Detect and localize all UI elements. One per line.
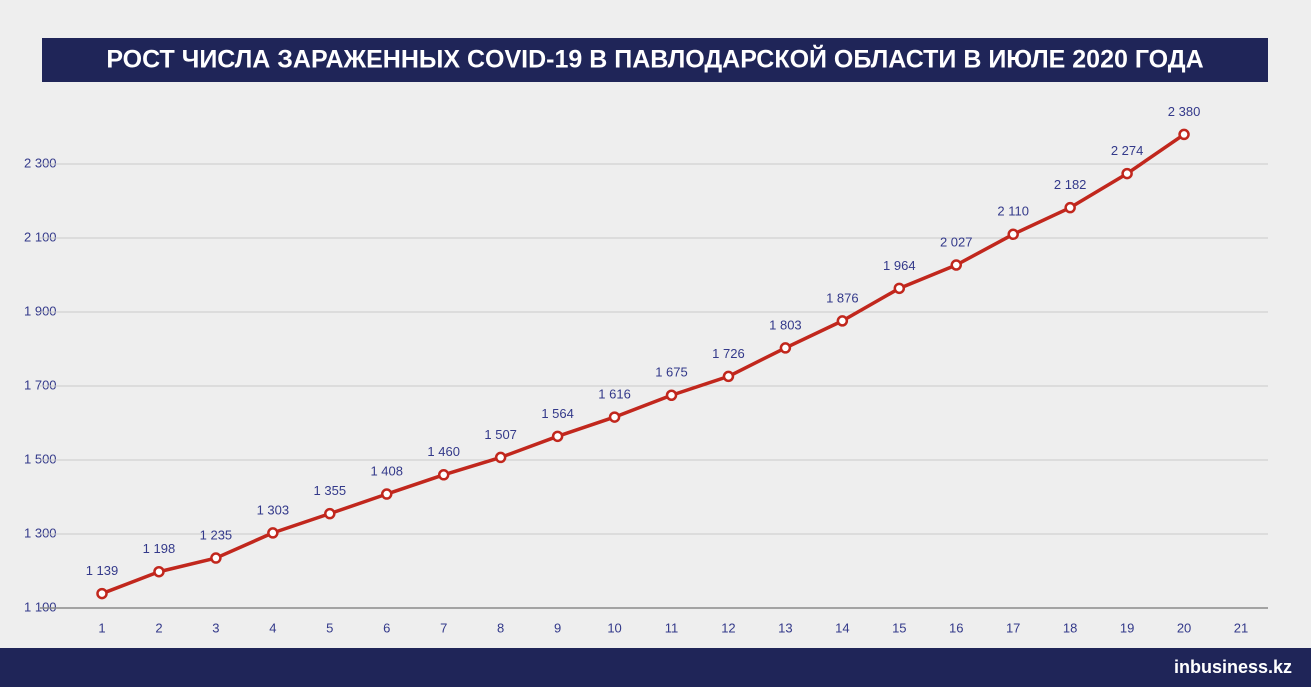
marker — [665, 389, 678, 401]
value-label: 2 182 — [1054, 177, 1087, 192]
marker — [1064, 201, 1076, 214]
marker — [551, 430, 564, 443]
x-tick-label: 7 — [440, 620, 447, 635]
marker — [494, 451, 507, 464]
marker — [779, 342, 792, 354]
x-tick-label: 19 — [1120, 620, 1134, 635]
line — [101, 132, 1186, 596]
x-tick-label: 2 — [155, 620, 162, 635]
x-tick-label: 8 — [497, 620, 504, 635]
value-label: 2 274 — [1111, 143, 1144, 158]
x-tick-label: 6 — [383, 620, 390, 635]
y-tick-label: 1 900 — [24, 303, 57, 318]
marker — [381, 488, 393, 500]
value-label: 1 964 — [883, 258, 916, 273]
x-tick-label: 5 — [326, 620, 333, 635]
marker — [950, 259, 962, 271]
x-tick-label: 14 — [835, 620, 849, 635]
footer-bar — [0, 648, 1311, 687]
value-label: 1 876 — [826, 290, 859, 305]
value-label: 1 198 — [143, 541, 176, 556]
marker — [1178, 128, 1190, 141]
x-tick-label: 21 — [1234, 620, 1248, 635]
x-tick-label: 17 — [1006, 620, 1020, 635]
value-label: 1 408 — [370, 463, 403, 478]
marker — [267, 527, 279, 539]
marker — [324, 507, 336, 520]
value-label: 2 380 — [1168, 104, 1201, 119]
x-tick-label: 18 — [1063, 620, 1077, 635]
marker — [1121, 167, 1133, 180]
chart-title: РОСТ ЧИСЛА ЗАРАЖЕННЫХ COVID-19 В ПАВЛОДА… — [106, 44, 1203, 74]
x-tick-label: 10 — [607, 620, 621, 635]
y-tick-label: 1 300 — [24, 525, 57, 540]
marker — [437, 469, 450, 481]
x-tick-label: 3 — [212, 620, 219, 635]
value-label: 1 726 — [712, 346, 745, 361]
y-tick-label: 1 100 — [24, 599, 57, 614]
x-tick-label: 13 — [778, 620, 792, 635]
x-tick-label: 16 — [949, 620, 963, 635]
marker — [1007, 228, 1019, 241]
marker — [153, 565, 165, 578]
marker — [608, 411, 621, 423]
marker — [836, 315, 849, 327]
value-label: 1 675 — [655, 365, 688, 380]
x-tick-label: 1 — [98, 620, 105, 635]
value-label: 1 460 — [427, 444, 460, 459]
x-tick-label: 12 — [721, 620, 735, 635]
y-tick-label: 1 500 — [24, 451, 57, 466]
marker — [893, 282, 906, 295]
value-label: 1 235 — [200, 527, 233, 542]
x-tick-label: 9 — [554, 620, 561, 635]
marker — [722, 370, 735, 383]
value-label: 1 803 — [769, 317, 802, 332]
y-tick-label: 1 700 — [24, 377, 57, 392]
x-tick-label: 11 — [665, 620, 679, 635]
marker — [96, 587, 108, 600]
title-bar — [42, 38, 1268, 82]
value-label: 1 303 — [257, 502, 290, 517]
x-tick-label: 20 — [1177, 620, 1191, 635]
value-label: 2 110 — [997, 204, 1029, 219]
y-tick-label: 2 100 — [24, 229, 57, 244]
value-label: 2 027 — [940, 234, 973, 249]
marker — [210, 552, 222, 564]
value-label: 1 564 — [541, 406, 574, 421]
value-label: 1 355 — [314, 483, 347, 498]
x-tick-label: 15 — [892, 620, 906, 635]
value-label: 1 616 — [598, 387, 631, 402]
value-label: 1 139 — [86, 563, 119, 578]
y-tick-label: 2 300 — [24, 155, 57, 170]
value-label: 1 507 — [484, 427, 517, 442]
x-tick-label: 4 — [269, 620, 276, 635]
brand: inbusiness.kz — [1174, 657, 1292, 677]
